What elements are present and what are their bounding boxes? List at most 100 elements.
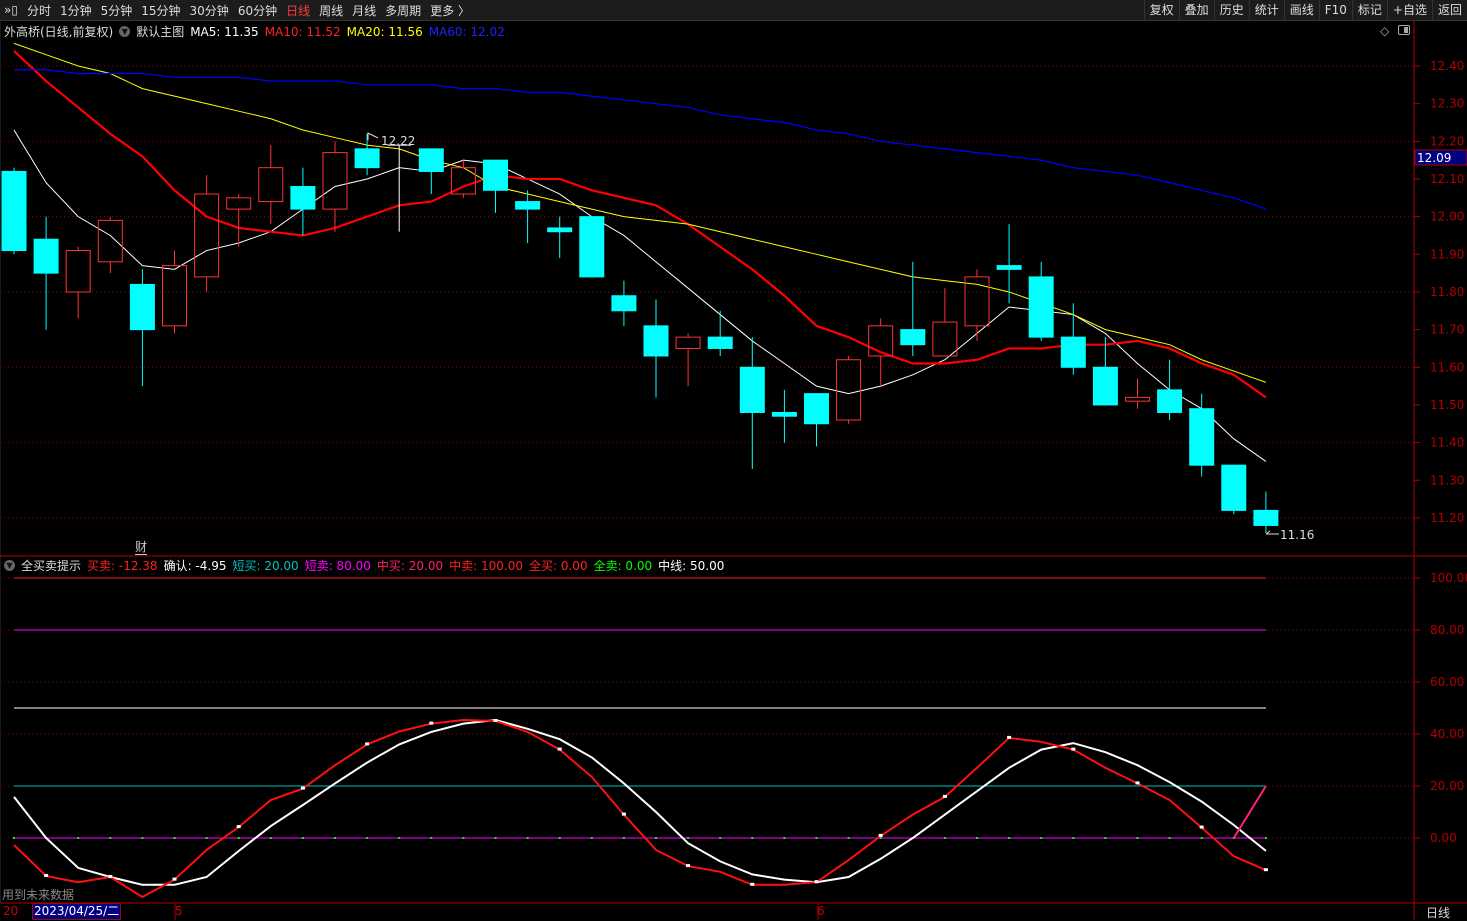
period-tab[interactable]: 1分钟	[59, 3, 92, 18]
toolbar-button[interactable]: 返回	[1431, 0, 1467, 21]
template-name[interactable]: 默认主图	[136, 25, 185, 39]
candle	[771, 389, 797, 443]
low-price-label: 11.16	[1280, 528, 1314, 542]
candle-body	[226, 197, 252, 210]
candle	[1092, 337, 1118, 406]
candle-body	[868, 325, 894, 357]
buysell-marker	[621, 812, 626, 816]
toolbar-button[interactable]: 画线	[1283, 0, 1319, 21]
zero-dot	[655, 837, 657, 839]
candle	[804, 393, 829, 447]
zero-dot	[1200, 837, 1203, 839]
toolbar-button[interactable]: 统计	[1248, 0, 1284, 21]
panel-toggle-icon[interactable]	[1398, 25, 1410, 35]
zero-dot	[879, 837, 882, 839]
zero-dot	[590, 837, 593, 839]
ma20-value: MA20: 11.56	[346, 24, 423, 39]
candle	[97, 216, 123, 274]
candle-body	[450, 167, 476, 195]
period-label[interactable]: 日线	[1426, 906, 1451, 920]
period-tab[interactable]: 多周期	[385, 3, 422, 18]
toolbar-button[interactable]: 历史	[1213, 0, 1249, 21]
price-tick-label: 12.00	[1430, 210, 1464, 224]
period-tab[interactable]: 更多 〉	[430, 3, 470, 18]
buysell-marker	[493, 719, 498, 722]
zero-dot	[237, 837, 240, 839]
current-price-box	[1414, 149, 1467, 166]
zero-dot	[1168, 837, 1171, 839]
diamond-icon[interactable]: ◇	[1380, 24, 1390, 38]
period-tab[interactable]: 30分钟	[189, 3, 229, 18]
indicator-tick-label: 20.00	[1430, 779, 1464, 793]
indicator-tick-label: 80.00	[1430, 623, 1464, 637]
buysell-marker	[172, 877, 177, 881]
toolbar-button[interactable]: 标记	[1351, 0, 1387, 21]
collapse-icon[interactable]: »▯	[4, 3, 18, 17]
toolbar-button[interactable]: +自选	[1386, 0, 1432, 21]
buysell-marker	[942, 794, 947, 798]
toolbar-button[interactable]: F10	[1318, 0, 1352, 21]
buysell-marker	[1007, 735, 1012, 739]
candle	[1253, 491, 1279, 533]
price-tick-label: 12.30	[1430, 97, 1464, 111]
candle-body	[1, 170, 27, 252]
zero-dot	[622, 837, 625, 839]
candle-body	[33, 238, 59, 274]
high-price-label: 12.22	[381, 134, 415, 148]
period-tab[interactable]: 60分钟	[237, 3, 278, 18]
finance-marker[interactable]: 财	[135, 540, 148, 555]
chevron-down-icon[interactable]: ▼	[4, 560, 15, 571]
ma-line-ma60	[14, 69, 1267, 210]
candle-body	[290, 186, 316, 210]
period-tab[interactable]: 日线	[286, 3, 311, 18]
zero-dot	[558, 837, 561, 839]
buysell-marker	[365, 742, 370, 746]
candle-body	[1253, 509, 1279, 526]
buysell-marker	[1263, 868, 1268, 872]
candle	[450, 160, 476, 198]
candle-body	[65, 250, 91, 293]
candle-body	[1092, 366, 1118, 406]
period-tab[interactable]: 5分钟	[100, 3, 133, 18]
current-price-label: 12.09	[1417, 151, 1451, 165]
price-tick-label: 12.40	[1430, 59, 1464, 73]
candle	[1189, 393, 1215, 477]
price-tick-label: 11.50	[1430, 398, 1464, 412]
candle	[964, 269, 990, 341]
candle-body	[194, 193, 220, 278]
period-tab[interactable]: 分时	[26, 3, 51, 18]
zero-dot	[687, 837, 690, 839]
candle-body	[707, 336, 733, 349]
candle-body	[900, 329, 926, 346]
zero-dot	[1040, 837, 1043, 839]
candle-body	[579, 216, 605, 278]
zero-dot	[430, 837, 433, 839]
toolbar-button[interactable]: 复权	[1143, 0, 1179, 21]
period-tab[interactable]: 月线	[352, 3, 377, 18]
zero-dot	[141, 837, 144, 839]
candle-body	[739, 366, 765, 413]
indicator-value: 中卖: 100.00	[449, 559, 523, 573]
indicator-value: 买卖: -12.38	[87, 559, 158, 573]
candle-body	[354, 148, 380, 169]
candle	[354, 133, 380, 176]
candle	[739, 337, 765, 469]
price-tick-label: 11.90	[1430, 247, 1464, 261]
period-tab[interactable]: 15分钟	[141, 3, 181, 18]
buysell-marker	[108, 875, 113, 878]
candle	[1060, 303, 1086, 375]
candle	[836, 355, 862, 424]
buysell-marker	[686, 864, 691, 868]
candle	[611, 280, 637, 326]
indicator-title[interactable]: 全买卖提示	[21, 559, 82, 573]
candle	[129, 269, 155, 387]
chevron-down-icon[interactable]: ▼	[119, 26, 131, 37]
toolbar-button[interactable]: 叠加	[1178, 0, 1214, 21]
candle	[1125, 378, 1150, 409]
zero-dot	[13, 837, 15, 839]
period-tab[interactable]: 周线	[319, 3, 344, 18]
candle	[707, 310, 733, 356]
candle	[1028, 261, 1054, 341]
buysell-marker	[878, 833, 883, 837]
